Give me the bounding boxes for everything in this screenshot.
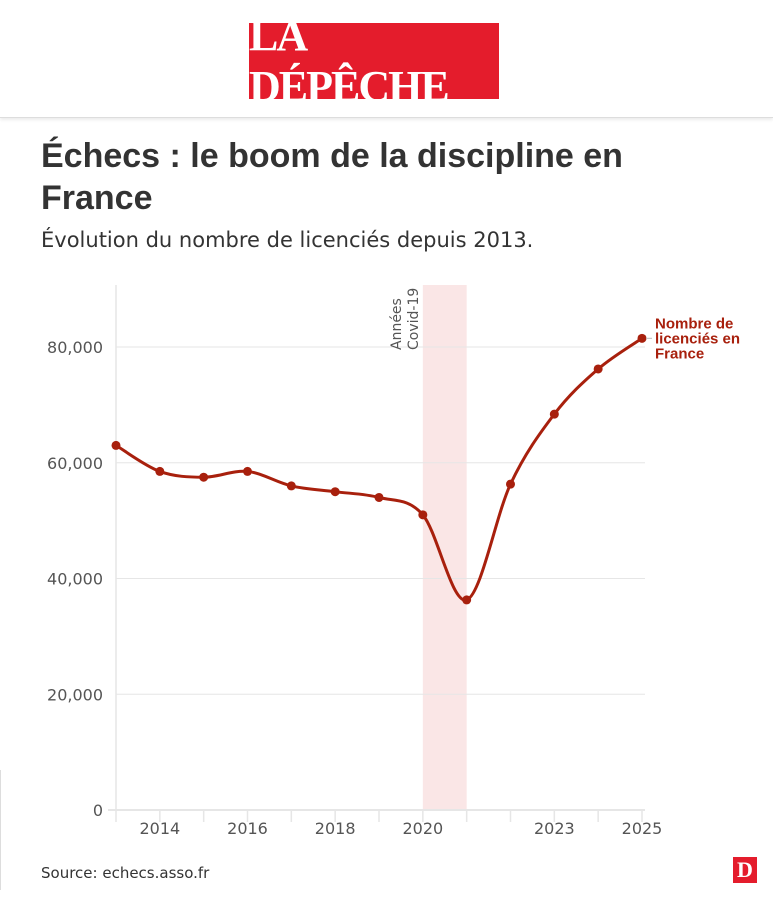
x-tick-label: 2023 [534, 819, 575, 838]
chart-subtitle: Évolution du nombre de licenciés depuis … [41, 228, 534, 252]
la-depeche-logo[interactable]: LA DÉPÊCHE [249, 11, 499, 111]
y-tick-label: 80,000 [47, 338, 103, 357]
x-tick-label: 2020 [402, 819, 443, 838]
x-tick-label: 2025 [622, 819, 663, 838]
data-point [243, 466, 252, 476]
line-chart: 0 20,000 40,000 60,000 80,000 2014 2016 2018 202… [47, 285, 740, 838]
series-label: Nombre de [655, 315, 733, 332]
series-line [115, 337, 643, 602]
divider [0, 770, 1, 890]
chart-title: Échecs : le boom de la discipline en Fra… [41, 137, 623, 217]
data-point [374, 492, 384, 502]
data-point [462, 595, 472, 605]
site-header: LA DÉPÊCHE [0, 0, 773, 118]
y-tick-label: 0 [93, 801, 103, 820]
data-point [506, 479, 515, 489]
y-tick-label: 40,000 [47, 570, 103, 589]
data-point [286, 481, 296, 491]
y-tick-label: 60,000 [47, 454, 103, 473]
y-tick-label: 20,000 [47, 685, 103, 704]
data-point [637, 333, 647, 343]
data-point [593, 364, 603, 374]
covid-annotation-label: Années [389, 298, 405, 350]
data-point [549, 409, 559, 419]
footer-logo: D [733, 857, 757, 883]
series-label: licenciés en [655, 330, 740, 347]
covid-annotation-label: Covid-19 [406, 288, 422, 350]
covid-band [422, 285, 467, 810]
data-point [418, 510, 428, 520]
x-tick-label: 2014 [139, 819, 180, 838]
x-tick-label: 2016 [227, 819, 268, 838]
data-point [199, 472, 209, 482]
series-label: France [655, 345, 704, 362]
data-point [111, 440, 121, 450]
data-point [330, 487, 340, 497]
x-tick-label: 2018 [315, 819, 356, 838]
source-note: Source: echecs.asso.fr [41, 864, 210, 882]
data-point [155, 466, 165, 476]
